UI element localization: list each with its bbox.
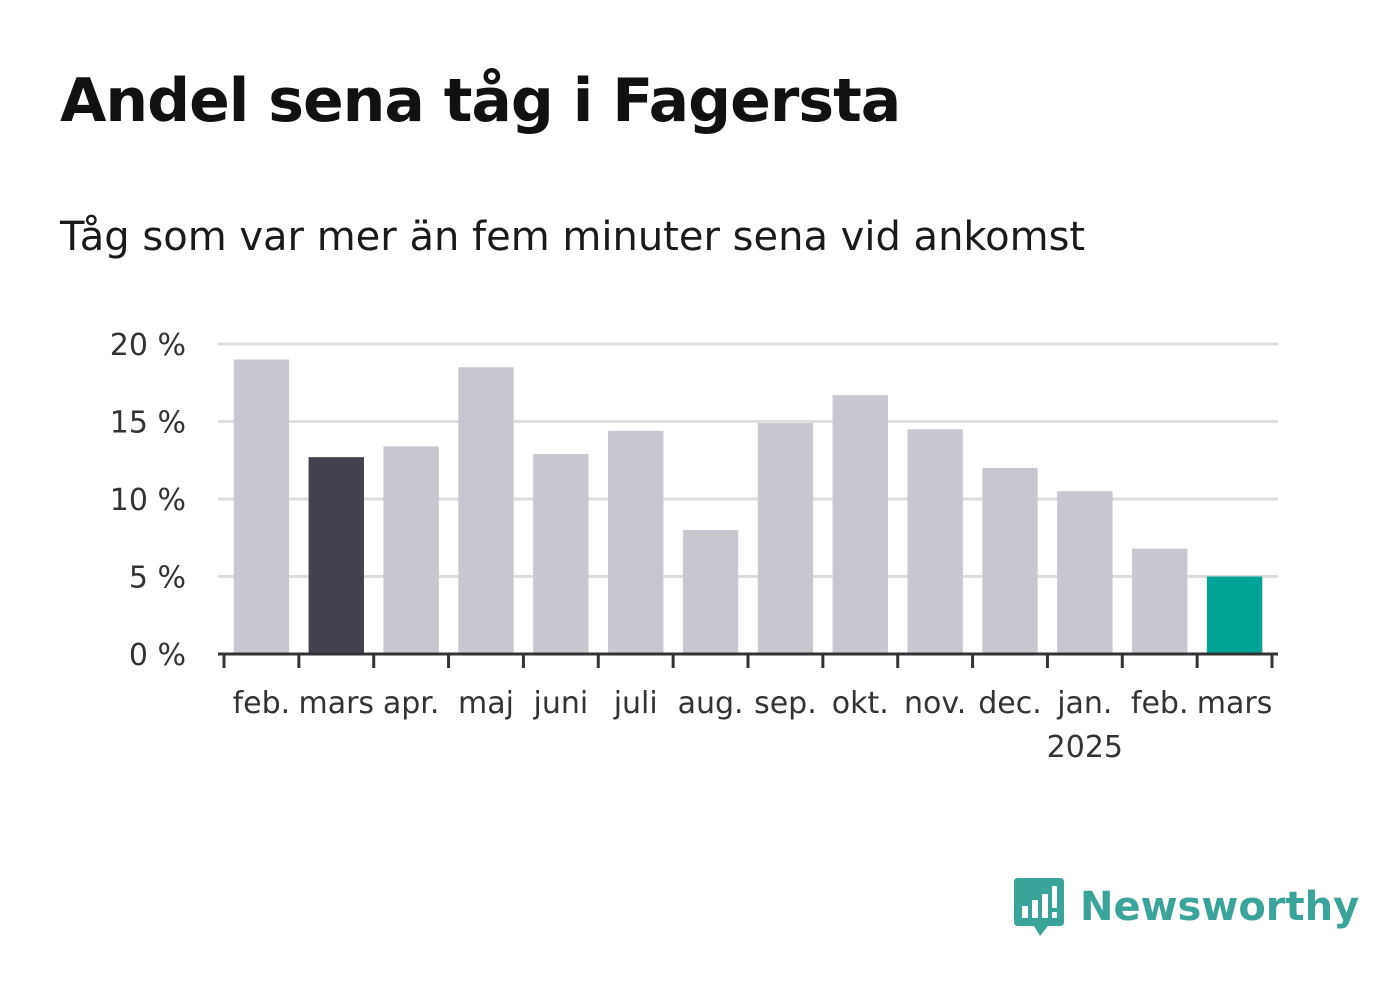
- x-year-label: 2025: [1047, 730, 1123, 765]
- x-tick-label: jan.: [1056, 686, 1112, 721]
- bar: [1206, 576, 1263, 654]
- y-tick-label: 0 %: [129, 638, 186, 673]
- bar: [682, 530, 739, 654]
- x-tick-label: sep.: [754, 686, 817, 721]
- bar: [1057, 491, 1113, 654]
- bar: [832, 395, 888, 654]
- brand-name: Newsworthy: [1080, 884, 1360, 930]
- bar: [1132, 548, 1188, 654]
- x-tick-label: apr.: [383, 686, 440, 721]
- bar: [982, 468, 1038, 654]
- x-tick-label: juni: [533, 686, 589, 721]
- bar: [533, 454, 589, 654]
- bar: [907, 429, 963, 654]
- bar: [233, 359, 290, 654]
- brand-logo: Newsworthy: [1010, 876, 1359, 938]
- newsworthy-logo-icon: [1014, 878, 1064, 936]
- bar: [608, 430, 664, 654]
- x-tick-label: juli: [613, 686, 658, 721]
- x-tick-label: feb.: [233, 686, 291, 721]
- y-tick-label: 5 %: [129, 561, 186, 596]
- x-tick-label: aug.: [678, 686, 744, 721]
- x-tick-label: nov.: [904, 686, 966, 721]
- bar: [757, 423, 814, 654]
- x-tick-label: dec.: [978, 686, 1042, 721]
- bar: [458, 367, 514, 654]
- bar: [383, 446, 439, 654]
- chart-subtitle: Tåg som var mer än fem minuter sena vid …: [60, 214, 1086, 260]
- x-tick-label: mars: [1197, 686, 1273, 721]
- y-tick-label: 10 %: [110, 483, 186, 518]
- x-tick-label: okt.: [832, 686, 889, 721]
- bar: [308, 457, 364, 654]
- chart-title: Andel sena tåg i Fagersta: [60, 66, 901, 136]
- x-tick-label: maj: [458, 686, 514, 721]
- x-tick-label: mars: [298, 686, 374, 721]
- x-tick-label: feb.: [1131, 686, 1189, 721]
- y-tick-label: 15 %: [110, 406, 186, 441]
- y-tick-label: 20 %: [110, 328, 186, 363]
